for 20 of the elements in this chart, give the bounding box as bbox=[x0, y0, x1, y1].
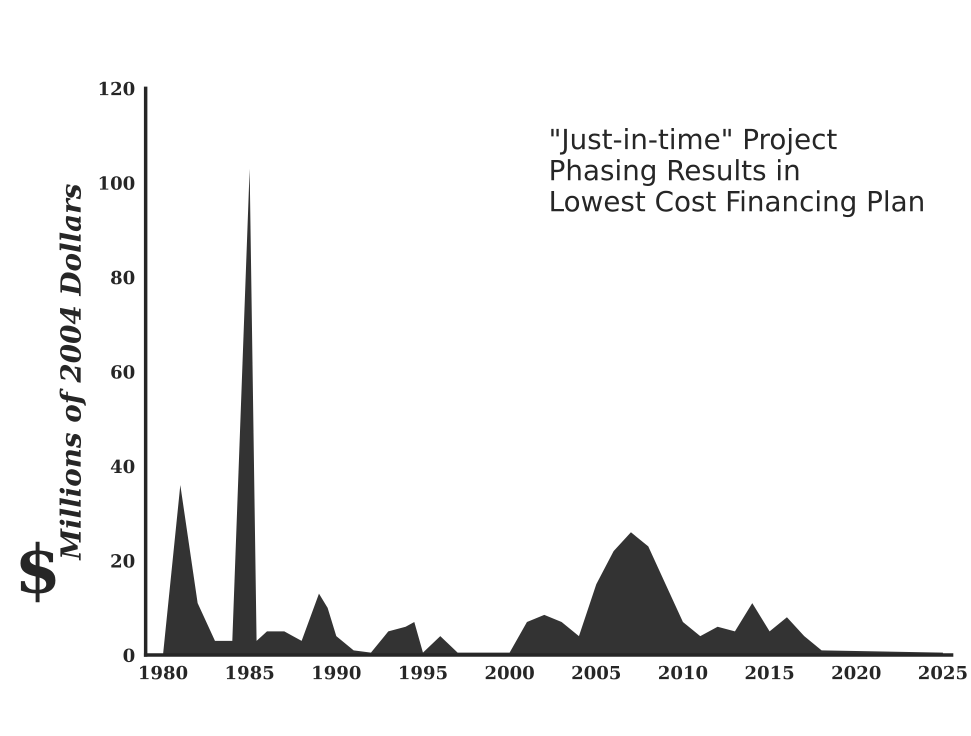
text: $ bbox=[20, 542, 56, 602]
y-tick-label: 0 bbox=[124, 648, 134, 662]
text: "Just-in-time" Project Phasing Results in Lowest Cost Financing Plan bbox=[551, 128, 923, 218]
x-tick-label: 2020 bbox=[832, 666, 881, 680]
y-tick-label: 20 bbox=[111, 554, 134, 568]
x-tick-label: 1980 bbox=[140, 666, 188, 680]
y-axis-title: Millions of 2004 Dollars bbox=[60, 184, 86, 561]
x-tick-label: 1995 bbox=[400, 666, 447, 680]
x-tick-label: 2015 bbox=[746, 666, 794, 680]
x-tick-label: 2010 bbox=[659, 666, 708, 680]
x-tick-label: 1990 bbox=[313, 666, 361, 680]
x-tick-label: 2000 bbox=[486, 666, 534, 680]
y-tick-label: 120 bbox=[100, 82, 134, 96]
x-tick-label: 1985 bbox=[226, 666, 274, 680]
y-tick-label: 80 bbox=[111, 270, 134, 284]
x-tick-label: 2005 bbox=[572, 666, 620, 680]
y-tick-label: 60 bbox=[111, 365, 134, 379]
y-tick-label: 100 bbox=[100, 176, 134, 190]
x-tick-label: 2025 bbox=[918, 666, 967, 680]
y-tick-label: 40 bbox=[110, 460, 134, 474]
